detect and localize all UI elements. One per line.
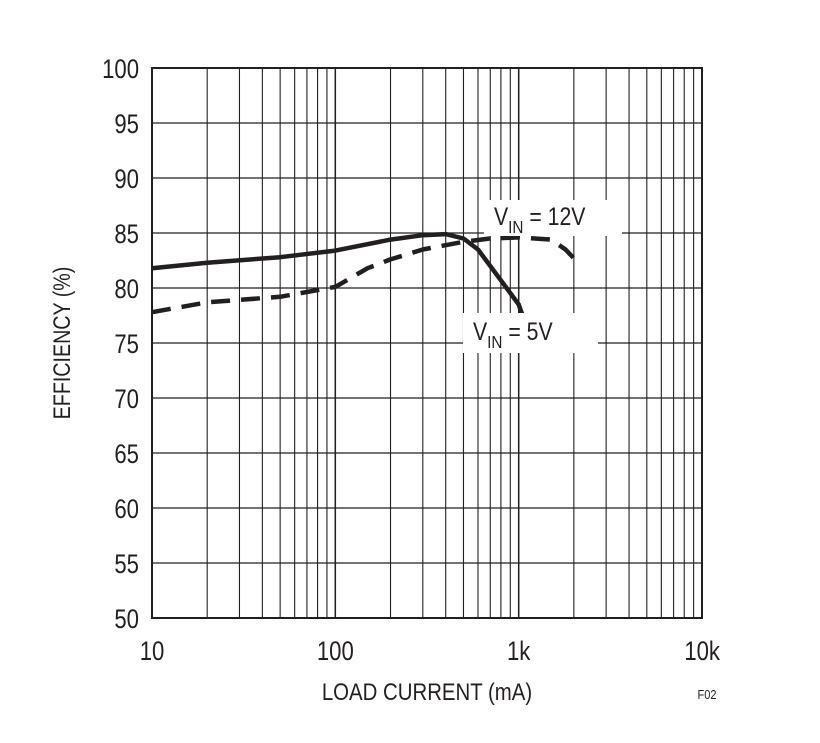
plot-border: [151, 67, 703, 619]
grid: [151, 67, 703, 619]
series-lines: [151, 231, 576, 317]
y-tick-label: 75: [114, 330, 139, 360]
series-label-background: [484, 200, 622, 236]
y-tick-label: 50: [114, 605, 139, 635]
y-tick-labels: 50 55 60 65 70 75 80 85 90 95 100: [102, 55, 139, 635]
figure-id: F02: [697, 687, 716, 702]
series-labels: VIN = 5V VIN = 12V: [463, 200, 622, 353]
series-line-vin-12v: [151, 235, 576, 315]
y-tick-label: 80: [114, 275, 139, 305]
y-tick-label: 55: [114, 550, 139, 580]
x-axis-label: LOAD CURRENT (mA): [322, 678, 532, 705]
y-tick-label: 70: [114, 385, 139, 415]
x-tick-label: 10k: [684, 637, 720, 667]
x-tick-labels: 10 100 1k 10k: [140, 637, 721, 667]
y-tick-label: 95: [114, 110, 139, 140]
series-line-vin-5v: [151, 231, 525, 317]
x-tick-label: 100: [317, 637, 354, 667]
y-tick-label: 85: [114, 220, 139, 250]
series-label-background: [463, 313, 598, 353]
plot-frame: [151, 67, 703, 619]
y-tick-label: 65: [114, 440, 139, 470]
y-axis-label: EFFICIENCY (%): [48, 267, 75, 420]
y-tick-label: 60: [114, 495, 139, 525]
series-label: VIN = 12V: [494, 202, 586, 237]
y-tick-label: 100: [102, 55, 139, 85]
x-tick-label: 1k: [507, 637, 531, 667]
series-label: VIN = 5V: [473, 317, 553, 352]
x-tick-label: 10: [140, 637, 165, 667]
y-tick-label: 90: [114, 165, 139, 195]
